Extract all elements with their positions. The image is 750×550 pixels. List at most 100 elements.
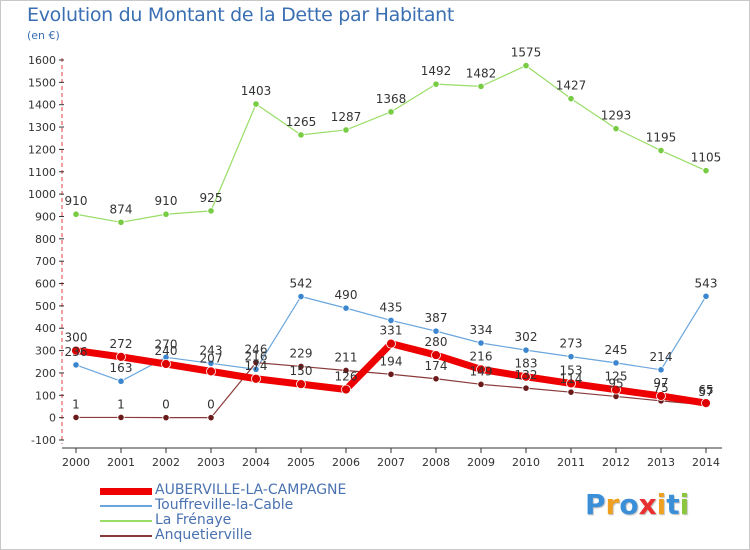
data-label: 125 xyxy=(605,370,628,384)
x-tick-label: 2007 xyxy=(377,456,405,469)
data-label: 174 xyxy=(245,359,268,373)
legend-swatch-touffreville xyxy=(100,505,152,507)
data-label: 126 xyxy=(335,369,358,383)
data-label: 245 xyxy=(605,343,628,357)
y-tick-label: 900 xyxy=(35,210,56,223)
chart-title: Evolution du Montant de la Dette par Hab… xyxy=(27,4,455,26)
legend-label-la-frenaye: La Frénaye xyxy=(155,512,232,528)
data-point xyxy=(206,366,216,377)
data-point xyxy=(612,125,620,133)
logo-letter: i xyxy=(679,488,690,521)
data-point xyxy=(702,292,710,300)
data-point xyxy=(387,370,395,378)
data-label: 302 xyxy=(515,330,538,344)
data-point xyxy=(296,379,306,390)
legend-swatch-la-frenaye xyxy=(100,520,152,522)
data-label: 0 xyxy=(207,398,215,412)
legend-swatch-auberville xyxy=(100,488,152,495)
data-label: 0 xyxy=(162,398,170,412)
data-label: 240 xyxy=(155,344,178,358)
legend-swatch-anquetierville xyxy=(100,535,152,537)
data-point xyxy=(612,359,620,367)
data-point xyxy=(342,126,350,134)
data-point xyxy=(342,366,350,375)
legend-label-touffreville: Touffreville-la-Cable xyxy=(155,497,294,513)
data-point xyxy=(476,364,486,375)
y-tick-label: 1200 xyxy=(28,143,56,156)
y-tick-label: 1300 xyxy=(28,121,56,134)
data-label: 910 xyxy=(65,194,88,208)
data-point xyxy=(522,384,530,392)
data-label: 211 xyxy=(335,350,358,364)
data-label: 214 xyxy=(650,350,673,364)
logo-letter: t xyxy=(666,488,680,521)
x-tick-label: 2014 xyxy=(692,456,720,469)
data-label: 150 xyxy=(290,364,313,378)
y-tick-label: 300 xyxy=(35,345,56,358)
y-tick-label: 1500 xyxy=(28,76,56,89)
y-tick-label: 600 xyxy=(35,278,56,291)
y-tick-label: 1000 xyxy=(28,188,56,201)
data-label: 1 xyxy=(72,397,80,411)
unit-label: (en €) xyxy=(27,29,60,42)
line-chart: -100010020030040050060070080090010001100… xyxy=(28,46,722,469)
data-point xyxy=(477,339,485,347)
data-point xyxy=(116,351,126,362)
data-label: 1293 xyxy=(601,109,632,123)
data-label: 149 xyxy=(470,364,493,378)
data-point xyxy=(252,359,260,367)
data-point xyxy=(162,210,170,218)
data-point xyxy=(701,398,711,409)
data-label: 95 xyxy=(608,376,623,390)
x-tick-label: 2006 xyxy=(332,456,360,469)
data-label: 925 xyxy=(200,191,223,205)
data-point xyxy=(72,413,80,422)
data-label: 334 xyxy=(470,323,493,337)
y-tick-label: 100 xyxy=(35,389,56,402)
data-label: 387 xyxy=(425,311,448,325)
logo-letter: r xyxy=(605,488,620,521)
data-point xyxy=(72,210,80,218)
data-point xyxy=(252,100,260,108)
data-label: 1403 xyxy=(241,84,272,98)
y-tick-label: 400 xyxy=(35,322,56,335)
data-label: 300 xyxy=(65,331,88,345)
data-label: 243 xyxy=(200,343,223,357)
data-point xyxy=(521,371,531,382)
data-point xyxy=(432,80,440,88)
data-label: 57 xyxy=(698,385,713,399)
data-label: 216 xyxy=(470,349,493,363)
data-label: 163 xyxy=(110,361,133,375)
data-point xyxy=(341,384,351,395)
data-label: 331 xyxy=(380,324,403,338)
data-label: 542 xyxy=(290,276,313,290)
data-label: 229 xyxy=(290,346,313,360)
x-tick-label: 2013 xyxy=(647,456,675,469)
data-label: 183 xyxy=(515,357,538,371)
data-point xyxy=(657,366,665,374)
data-label: 874 xyxy=(110,202,133,216)
y-tick-label: 200 xyxy=(35,367,56,380)
data-point xyxy=(432,375,440,383)
data-point xyxy=(387,316,395,325)
data-point xyxy=(386,338,396,349)
data-label: 272 xyxy=(110,337,133,351)
data-label: 194 xyxy=(380,354,403,368)
data-label: 207 xyxy=(200,351,223,365)
data-point xyxy=(207,207,215,215)
data-label: 132 xyxy=(515,368,538,382)
y-tick-label: 500 xyxy=(35,300,56,313)
data-label: 1195 xyxy=(646,131,677,145)
data-label: 490 xyxy=(335,288,358,302)
data-point xyxy=(71,345,81,356)
data-point xyxy=(567,95,575,103)
data-point xyxy=(117,413,125,422)
data-label: 1492 xyxy=(421,64,452,78)
data-label: 174 xyxy=(425,359,448,373)
data-label: 246 xyxy=(245,343,268,357)
data-point xyxy=(567,353,575,361)
data-point xyxy=(342,304,350,312)
data-point xyxy=(297,131,305,139)
y-tick-label: 800 xyxy=(35,233,56,246)
